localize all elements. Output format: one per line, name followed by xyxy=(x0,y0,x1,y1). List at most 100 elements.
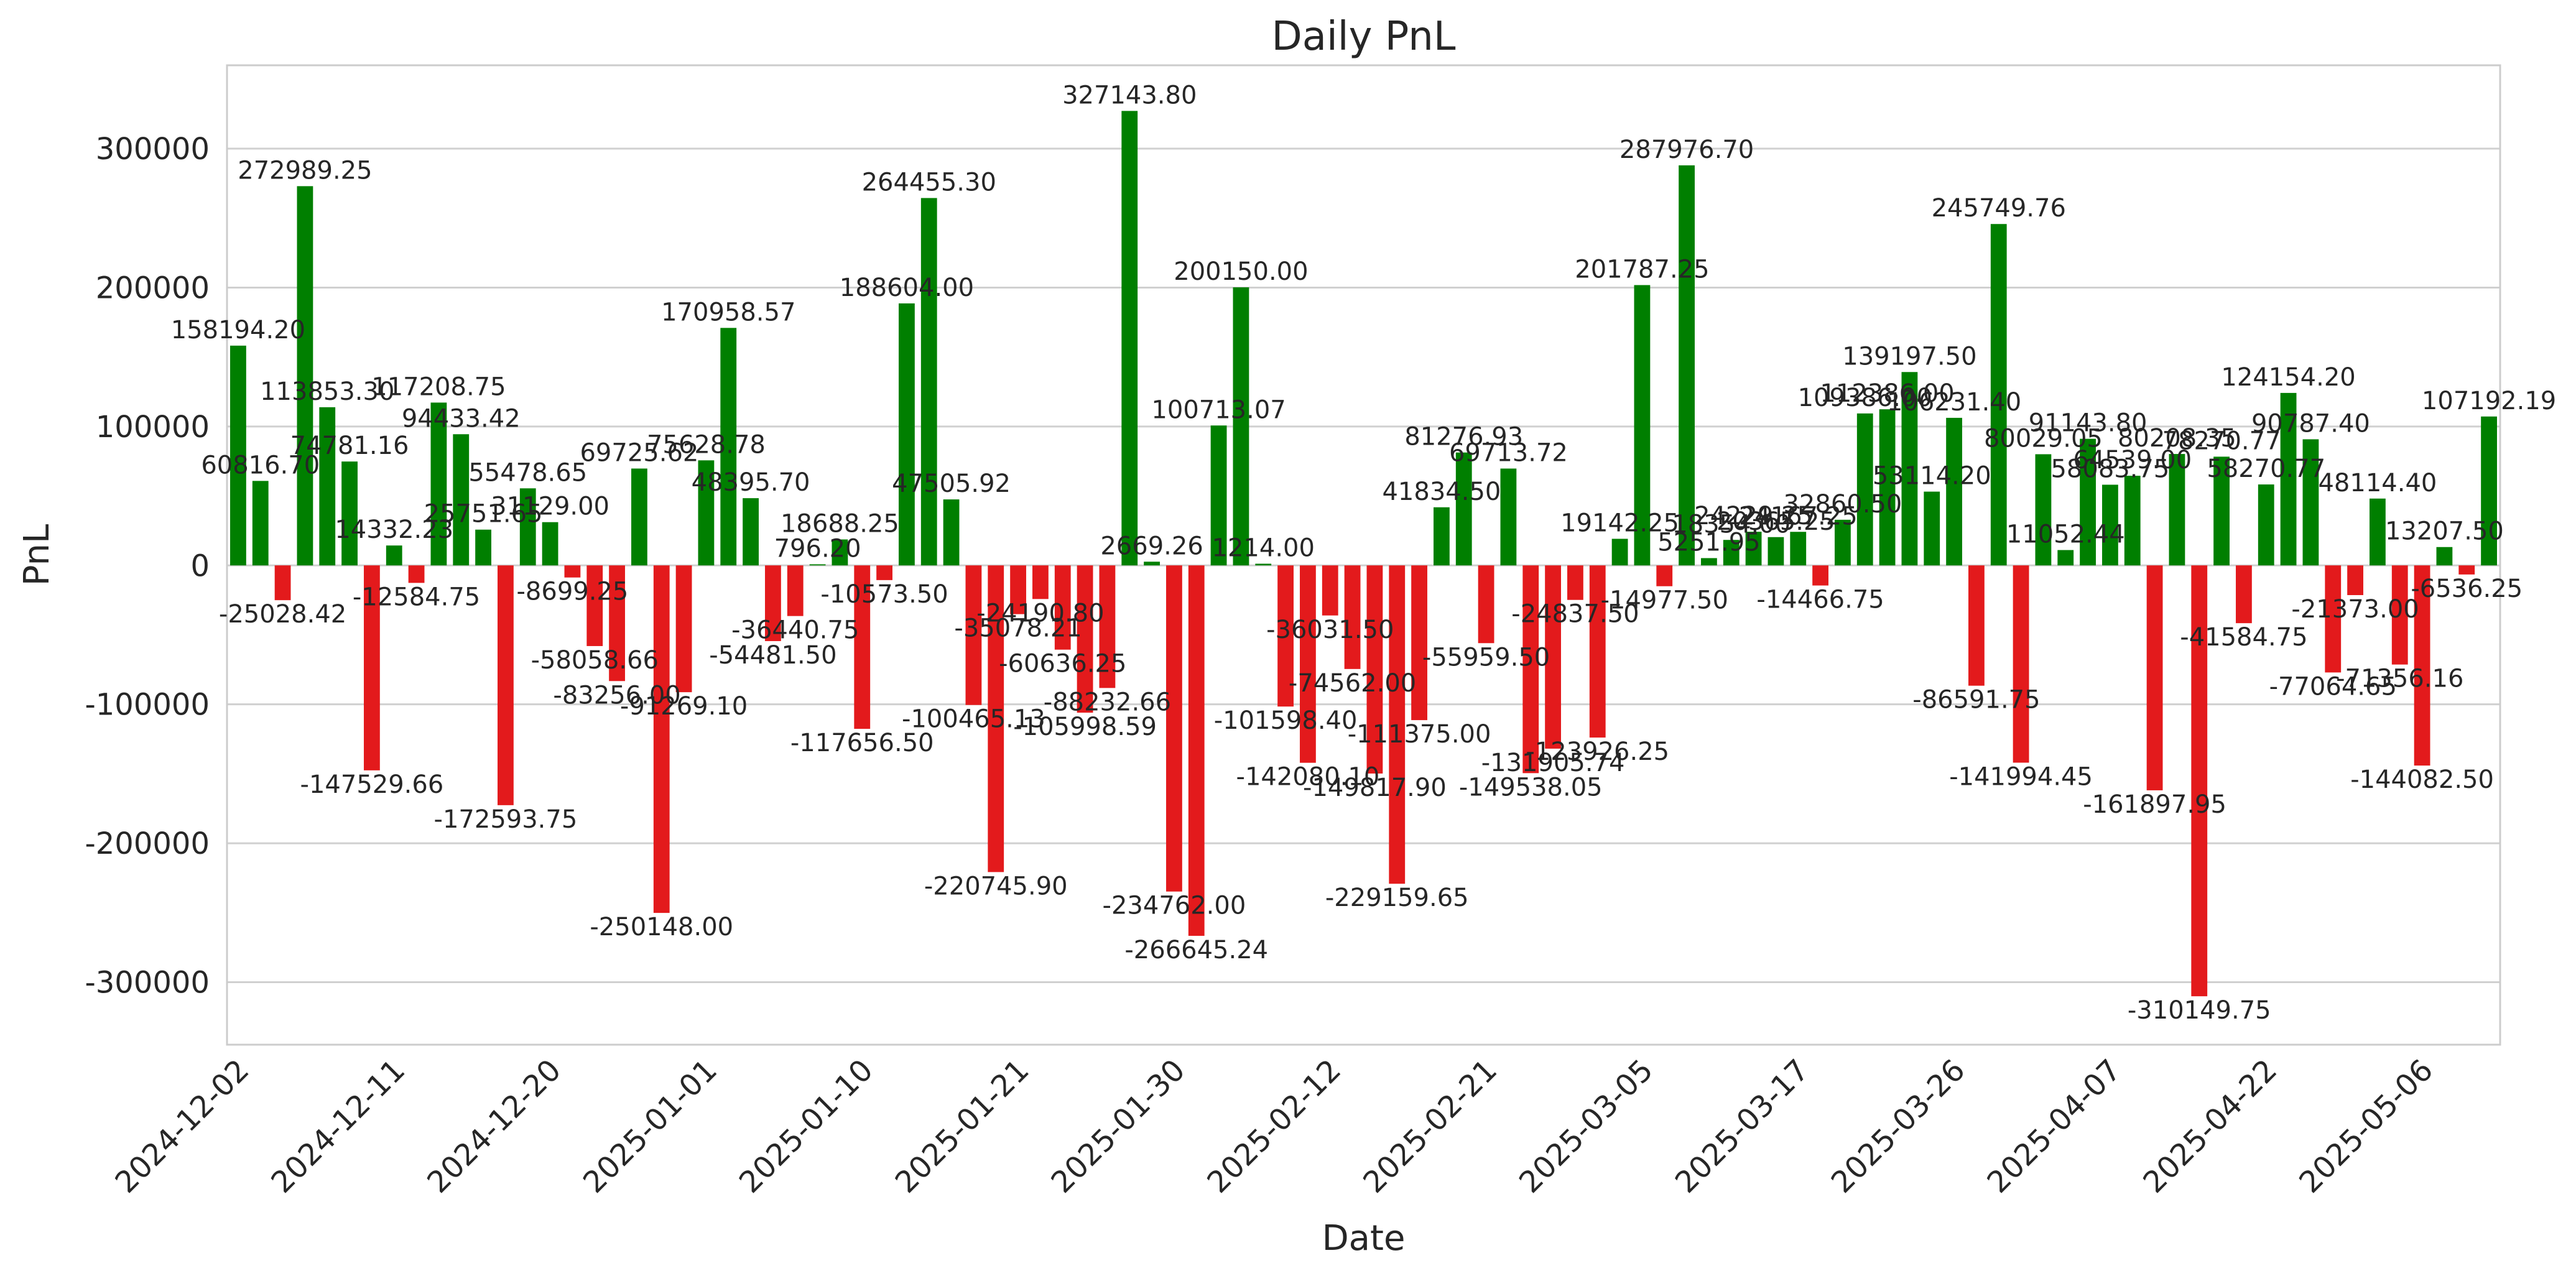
x-tick-label: 2024-12-11 xyxy=(264,1053,412,1200)
pnl-bar xyxy=(2258,484,2274,566)
bar-value-label: 80029.05 xyxy=(1984,424,2103,453)
pnl-bar xyxy=(1835,519,1851,566)
pnl-bar xyxy=(408,565,425,583)
pnl-bar xyxy=(430,402,447,566)
pnl-bar xyxy=(1188,565,1205,936)
pnl-bar xyxy=(1545,565,1561,749)
bar-value-label: 5251.95 xyxy=(1657,529,1760,557)
chart-title: Daily PnL xyxy=(1272,14,1456,60)
pnl-bar xyxy=(297,186,313,566)
pnl-bar xyxy=(876,565,892,580)
pnl-bar xyxy=(230,345,246,566)
bar-value-label: -35078.21 xyxy=(954,614,1082,643)
bar-value-label: -229159.65 xyxy=(1325,884,1469,912)
pnl-bar xyxy=(1990,224,2007,566)
pnl-bar xyxy=(475,529,491,566)
bars xyxy=(230,111,2497,997)
bar-value-label: -141994.45 xyxy=(1949,762,2093,791)
bar-value-label: 24167.25 xyxy=(1739,502,1858,530)
x-tick-label: 2024-12-02 xyxy=(109,1053,256,1200)
pnl-bar xyxy=(1522,565,1539,774)
bar-value-label: 58270.77 xyxy=(2207,455,2325,483)
pnl-bar xyxy=(2213,456,2230,566)
bar-value-label: 18354.00 xyxy=(1672,510,1791,539)
pnl-bar xyxy=(1478,565,1494,644)
pnl-bar xyxy=(854,565,871,729)
bar-value-label: 78270.77 xyxy=(2162,427,2281,455)
pnl-bar xyxy=(1812,565,1828,586)
x-axis-ticks: 2024-12-02 2024-12-11 2024-12-20 2025-01-01… xyxy=(109,1053,2440,1200)
pnl-bar xyxy=(2436,547,2453,566)
bar-value-label: 170958.57 xyxy=(661,298,795,326)
pnl-bar xyxy=(1968,565,1985,686)
pnl-bar xyxy=(1166,565,1182,892)
bar-value-label: -91269.10 xyxy=(620,692,748,721)
data-labels: 158194.20 60816.70 -25028.42 272989.25 11385… xyxy=(171,81,2556,1025)
pnl-bar xyxy=(1099,565,1116,688)
bar-value-label: -142080.10 xyxy=(1236,763,1380,792)
y-tick-label: -200000 xyxy=(85,826,210,861)
pnl-bar xyxy=(787,565,804,616)
pnl-bar xyxy=(1032,565,1049,599)
bar-value-label: 117208.75 xyxy=(371,372,506,401)
bar-value-label: 41834.50 xyxy=(1382,478,1501,506)
pnl-bar xyxy=(1656,565,1673,586)
bar-value-label: -41584.75 xyxy=(2180,623,2307,652)
x-tick-label: 2025-01-21 xyxy=(889,1053,1036,1200)
bar-value-label: -25028.42 xyxy=(219,600,346,629)
pnl-bar xyxy=(1300,565,1316,763)
bar-value-label: 2669.26 xyxy=(1100,532,1203,560)
pnl-bar xyxy=(2102,484,2118,566)
bar-value-label: -123926.25 xyxy=(1526,737,1669,766)
bar-value-label: -12584.75 xyxy=(353,583,480,611)
pnl-bar xyxy=(364,565,380,770)
pnl-bar xyxy=(1634,285,1651,566)
bar-value-label: 69713.72 xyxy=(1449,439,1568,468)
bar-value-label: -266645.24 xyxy=(1124,936,1268,964)
y-tick-label: 200000 xyxy=(96,270,210,305)
pnl-bar xyxy=(2325,565,2342,673)
pnl-bar xyxy=(809,564,826,566)
x-tick-label: 2025-01-10 xyxy=(733,1053,880,1200)
bar-value-label: 94433.42 xyxy=(402,404,521,433)
pnl-bar xyxy=(1567,565,1583,600)
bar-value-label: 327143.80 xyxy=(1062,81,1197,109)
bar-value-label: -24837.50 xyxy=(1511,600,1639,629)
bar-value-label: -8699.25 xyxy=(516,578,628,606)
bar-value-label: -161897.95 xyxy=(2083,790,2226,819)
bar-value-label: 25751.65 xyxy=(424,500,543,529)
pnl-bar xyxy=(2124,476,2141,566)
pnl-bar xyxy=(1054,565,1071,650)
bar-value-label: 90787.40 xyxy=(2251,409,2370,438)
bar-value-label: 272989.25 xyxy=(238,156,372,185)
pnl-bar xyxy=(542,522,558,566)
bar-value-label: -131905.74 xyxy=(1481,749,1625,777)
pnl-bar xyxy=(1500,468,1517,566)
x-tick-label: 2025-05-06 xyxy=(2292,1053,2440,1200)
x-tick-label: 2025-03-17 xyxy=(1669,1053,1816,1200)
pnl-bar xyxy=(1679,165,1695,566)
pnl-bar xyxy=(1411,565,1427,721)
bar-value-label: 80208.35 xyxy=(2118,424,2236,453)
bar-value-label: -149817.90 xyxy=(1303,774,1447,802)
bar-value-label: 201787.25 xyxy=(1575,255,1709,284)
bar-value-label: -54481.50 xyxy=(709,641,836,670)
bar-value-label: 245749.76 xyxy=(1932,194,2066,223)
bar-value-label: -14977.50 xyxy=(1601,586,1728,615)
pnl-bar xyxy=(564,565,581,578)
pnl-bar xyxy=(519,488,536,566)
bar-value-label: 31129.00 xyxy=(491,492,609,521)
pnl-bar xyxy=(1010,565,1026,614)
bar-value-label: -100465.13 xyxy=(902,705,1045,734)
x-tick-label: 2025-04-07 xyxy=(1981,1053,2128,1200)
pnl-bar xyxy=(2302,439,2319,566)
pnl-bar xyxy=(2370,498,2386,566)
bar-value-label: -220745.90 xyxy=(924,872,1068,900)
pnl-bar xyxy=(2146,565,2163,790)
pnl-bar xyxy=(1121,111,1138,566)
bar-value-label: -6536.25 xyxy=(2411,575,2523,603)
grid-lines xyxy=(227,147,2500,983)
pnl-bar xyxy=(2080,438,2096,566)
pnl-bar xyxy=(1901,372,1918,566)
